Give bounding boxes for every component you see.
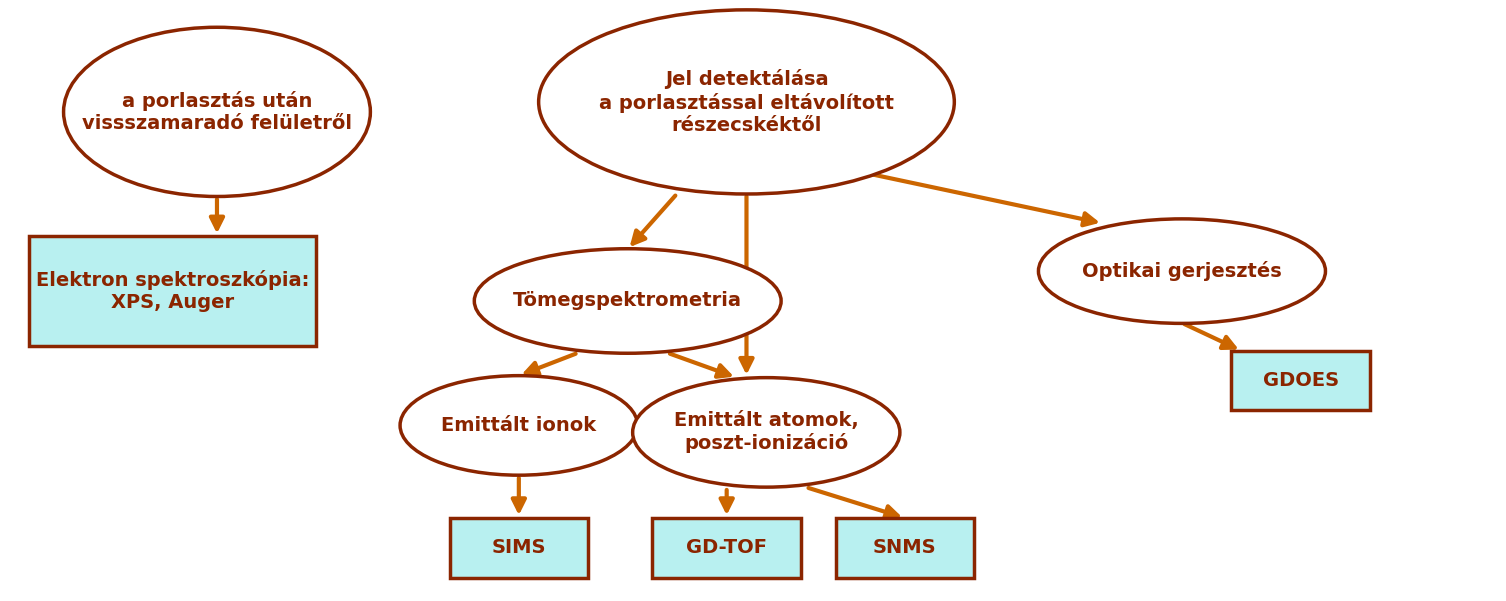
Ellipse shape xyxy=(633,377,901,487)
Text: Emittált atomok,
poszt-ionizáció: Emittált atomok, poszt-ionizáció xyxy=(673,411,858,454)
Text: Optikai gerjesztés: Optikai gerjesztés xyxy=(1083,261,1282,281)
FancyBboxPatch shape xyxy=(29,236,316,346)
Text: a porlasztás után
vissszamaradó felületről: a porlasztás után vissszamaradó felületr… xyxy=(81,91,352,133)
FancyBboxPatch shape xyxy=(652,518,801,578)
FancyBboxPatch shape xyxy=(450,518,589,578)
Text: GDOES: GDOES xyxy=(1262,371,1339,390)
Text: Tömegspektrometria: Tömegspektrometria xyxy=(514,291,742,311)
Ellipse shape xyxy=(401,376,637,475)
Ellipse shape xyxy=(63,27,370,197)
Ellipse shape xyxy=(474,249,782,353)
Text: Jel detektálása
a porlasztással eltávolított
részecskéktől: Jel detektálása a porlasztással eltávolí… xyxy=(599,69,895,135)
Text: SNMS: SNMS xyxy=(873,538,937,557)
Text: GD-TOF: GD-TOF xyxy=(687,538,767,557)
FancyBboxPatch shape xyxy=(836,518,974,578)
Ellipse shape xyxy=(539,10,955,194)
FancyBboxPatch shape xyxy=(1232,351,1370,410)
Ellipse shape xyxy=(1039,219,1325,323)
Text: Elektron spektroszkópia:
XPS, Auger: Elektron spektroszkópia: XPS, Auger xyxy=(36,270,309,312)
Text: Emittált ionok: Emittált ionok xyxy=(441,416,596,435)
Text: SIMS: SIMS xyxy=(491,538,547,557)
